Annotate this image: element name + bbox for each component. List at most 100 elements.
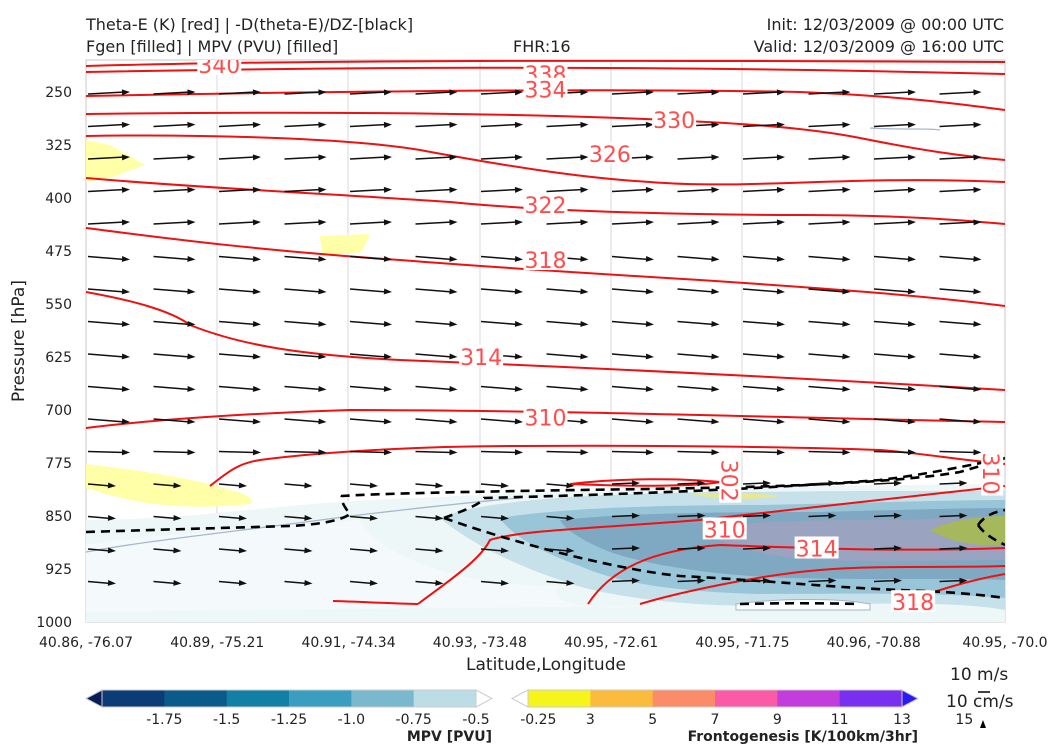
y-tick-label: 925 — [45, 562, 72, 578]
wind-vector-head — [187, 353, 196, 360]
wind-vector — [87, 483, 112, 487]
colorbar-segment — [226, 690, 290, 707]
wind-vector-head — [318, 418, 327, 425]
wind-vector-head — [318, 186, 327, 193]
wind-vector — [808, 91, 846, 95]
wind-vector — [218, 450, 257, 454]
y-tick-label: 550 — [45, 297, 72, 313]
wind-vector — [546, 385, 584, 391]
wind-vector-head — [514, 154, 523, 161]
wind-vector-head — [580, 385, 589, 392]
wind-vector — [939, 221, 977, 225]
wind-vector — [808, 123, 846, 128]
wind-vector-head — [776, 385, 785, 392]
wind-vector — [742, 255, 781, 261]
wind-vector-head — [959, 577, 968, 584]
wind-vector — [742, 188, 781, 193]
theta-e-contour — [86, 60, 1005, 67]
wind-vector — [611, 547, 636, 550]
wind-vector — [677, 514, 701, 518]
wind-vector — [742, 547, 767, 550]
wind-vector-head — [449, 186, 458, 193]
wind-vector-head — [776, 449, 785, 456]
wind-vector-head — [252, 255, 261, 262]
wind-vector-head — [893, 577, 902, 584]
x-tick-label: 40.91, -74.34 — [302, 635, 396, 651]
y-axis-label: Pressure [hPa] — [9, 280, 29, 402]
wind-vector-head — [645, 353, 654, 360]
wind-vector-head — [762, 480, 771, 487]
wind-vector-head — [187, 89, 196, 96]
wind-vector-head — [907, 449, 916, 456]
wind-vector-head — [318, 121, 327, 128]
wind-vector — [808, 514, 832, 518]
wind-vector — [939, 91, 977, 95]
wind-vector — [415, 156, 453, 160]
wind-vector-head — [514, 121, 523, 128]
y-tick-label: 625 — [45, 350, 72, 366]
wind-vector-head — [645, 121, 654, 128]
theta-e-contour-label: 330 — [653, 109, 695, 134]
wind-vector — [480, 288, 519, 293]
filled-fields — [86, 140, 1005, 622]
wind-vector — [611, 123, 650, 128]
colorbar-tick-label: -1.5 — [213, 712, 240, 728]
wind-vector-head — [369, 482, 378, 489]
colorbar-segment — [777, 690, 841, 707]
contour-label-bg — [197, 60, 242, 75]
wind-vector-head — [238, 482, 247, 489]
wind-vector — [87, 320, 126, 326]
wind-vector — [939, 579, 963, 583]
wind-vector-head — [500, 579, 509, 586]
wind-vector-head — [121, 121, 130, 128]
wind-vector — [415, 385, 453, 391]
wind-vector-head — [187, 121, 196, 128]
wind-vector-head — [435, 547, 444, 554]
wind-vector-head — [383, 186, 392, 193]
wind-vectors — [87, 89, 982, 586]
wind-vector — [284, 548, 308, 552]
wind-vector-head — [842, 418, 851, 425]
wind-vector — [153, 418, 191, 423]
wind-vector — [939, 320, 977, 326]
wind-vector-head — [907, 186, 916, 193]
wind-vector-head — [907, 154, 916, 161]
wind-vector — [546, 320, 584, 326]
wind-vector-head — [959, 545, 968, 552]
wind-vector — [284, 188, 322, 193]
wind-vector-head — [842, 385, 851, 392]
wind-vector — [677, 91, 715, 95]
y-tick-label: 700 — [45, 403, 72, 419]
wind-vector-head — [252, 154, 261, 161]
colorbar-segment — [715, 690, 778, 707]
wind-vector-head — [369, 547, 378, 554]
wind-vector-head — [449, 385, 458, 392]
wind-vector-head — [762, 577, 771, 584]
wind-vector — [284, 221, 322, 225]
wind-vector — [742, 288, 781, 293]
wind-vector — [873, 579, 898, 583]
wind-vector — [415, 418, 453, 423]
x-tick-label: 40.95, -72.61 — [564, 635, 658, 651]
wind-vector — [87, 548, 112, 552]
wind-vector-head — [121, 320, 130, 327]
wind-vector — [546, 156, 584, 160]
wind-vector-head — [973, 186, 982, 193]
colorbar-tick-label: -0.75 — [396, 712, 432, 728]
wind-vector-head — [514, 449, 523, 456]
wind-vector — [87, 91, 126, 95]
wind-vector — [677, 482, 701, 485]
wind-vector-head — [383, 320, 392, 327]
wind-vector-head — [907, 255, 916, 262]
wind-vector — [677, 221, 715, 225]
wind-vector-head — [566, 579, 575, 586]
wind-vector-head — [711, 121, 720, 128]
wind-vector — [939, 255, 977, 261]
wind-vector — [677, 450, 715, 454]
wind-vector — [153, 123, 191, 128]
wind-vector — [873, 255, 912, 261]
wind-vector-head — [580, 154, 589, 161]
wind-vector — [218, 156, 257, 160]
wind-vector — [742, 514, 767, 518]
wind-vector-head — [187, 154, 196, 161]
